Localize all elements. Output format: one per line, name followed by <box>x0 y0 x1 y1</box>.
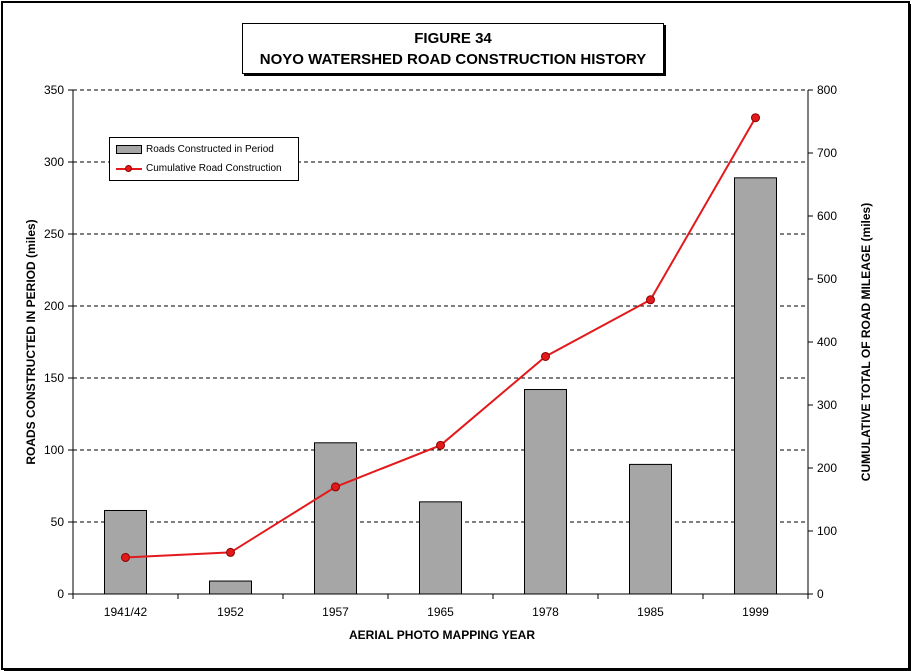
y-tick-label-0: 0 <box>57 587 64 601</box>
y-tick-label-100: 100 <box>44 443 64 457</box>
x-tick-label-1957: 1957 <box>322 605 349 619</box>
y2-tick-label-700: 700 <box>817 146 837 160</box>
y2-tick-label-300: 300 <box>817 398 837 412</box>
x-tick-label-1985: 1985 <box>637 605 664 619</box>
line-point-1952 <box>226 547 235 557</box>
x-tick-label-1999: 1999 <box>742 605 769 619</box>
y-tick-label-50: 50 <box>51 515 65 529</box>
x-tick-label-1978: 1978 <box>532 605 559 619</box>
y-tick-label-300: 300 <box>44 155 64 169</box>
y2-tick-label-800: 800 <box>817 83 837 97</box>
x-axis-title: AERIAL PHOTO MAPPING YEAR <box>348 628 536 642</box>
legend-bar-swatch <box>116 144 142 154</box>
bar-1957 <box>314 442 357 595</box>
chart-legend: Roads Constructed in Period Cumulative R… <box>109 137 299 181</box>
bar-1999 <box>734 177 777 595</box>
bar-1978 <box>524 389 567 595</box>
legend-line-swatch <box>116 164 142 173</box>
x-tick-label-1965: 1965 <box>427 605 454 619</box>
line-point-1985 <box>646 295 655 305</box>
y-tick-label-150: 150 <box>44 371 64 385</box>
line-point-1999 <box>751 113 760 123</box>
bar-1941/42 <box>104 509 147 595</box>
line-point-1978 <box>541 351 550 361</box>
y-tick-label-250: 250 <box>44 227 64 241</box>
y2-tick-label-200: 200 <box>817 461 837 475</box>
legend-line-label: Cumulative Road Construction <box>146 162 282 174</box>
x-tick-label-1941/42: 1941/42 <box>104 605 148 619</box>
legend-item-line: Cumulative Road Construction <box>116 161 282 175</box>
chart-title-line1: FIGURE 34 <box>414 30 492 47</box>
y-axis-title: ROADS CONSTRUCTED IN PERIOD (miles) <box>24 219 38 465</box>
y2-tick-label-600: 600 <box>817 209 837 223</box>
y-tick-label-350: 350 <box>44 83 64 97</box>
legend-item-bars: Roads Constructed in Period <box>116 142 274 156</box>
y2-tick-label-100: 100 <box>817 524 837 538</box>
y-tick-label-200: 200 <box>44 299 64 313</box>
bar-1985 <box>629 463 672 595</box>
line-point-1957 <box>331 482 340 492</box>
line-point-1965 <box>436 440 445 450</box>
y2-tick-label-400: 400 <box>817 335 837 349</box>
y2-tick-label-0: 0 <box>817 587 824 601</box>
chart-title-line2: NOYO WATERSHED ROAD CONSTRUCTION HISTORY <box>259 51 647 68</box>
line-point-1941/42 <box>121 552 130 562</box>
y2-tick-label-500: 500 <box>817 272 837 286</box>
bar-1965 <box>419 501 462 595</box>
chart-title-box: FIGURE 34 NOYO WATERSHED ROAD CONSTRUCTI… <box>242 23 664 74</box>
y2-axis-title: CUMULATIVE TOTAL OF ROAD MILEAGE (miles) <box>859 202 873 482</box>
legend-bars-label: Roads Constructed in Period <box>146 143 274 155</box>
x-tick-label-1952: 1952 <box>217 605 244 619</box>
bar-1952 <box>209 580 252 595</box>
